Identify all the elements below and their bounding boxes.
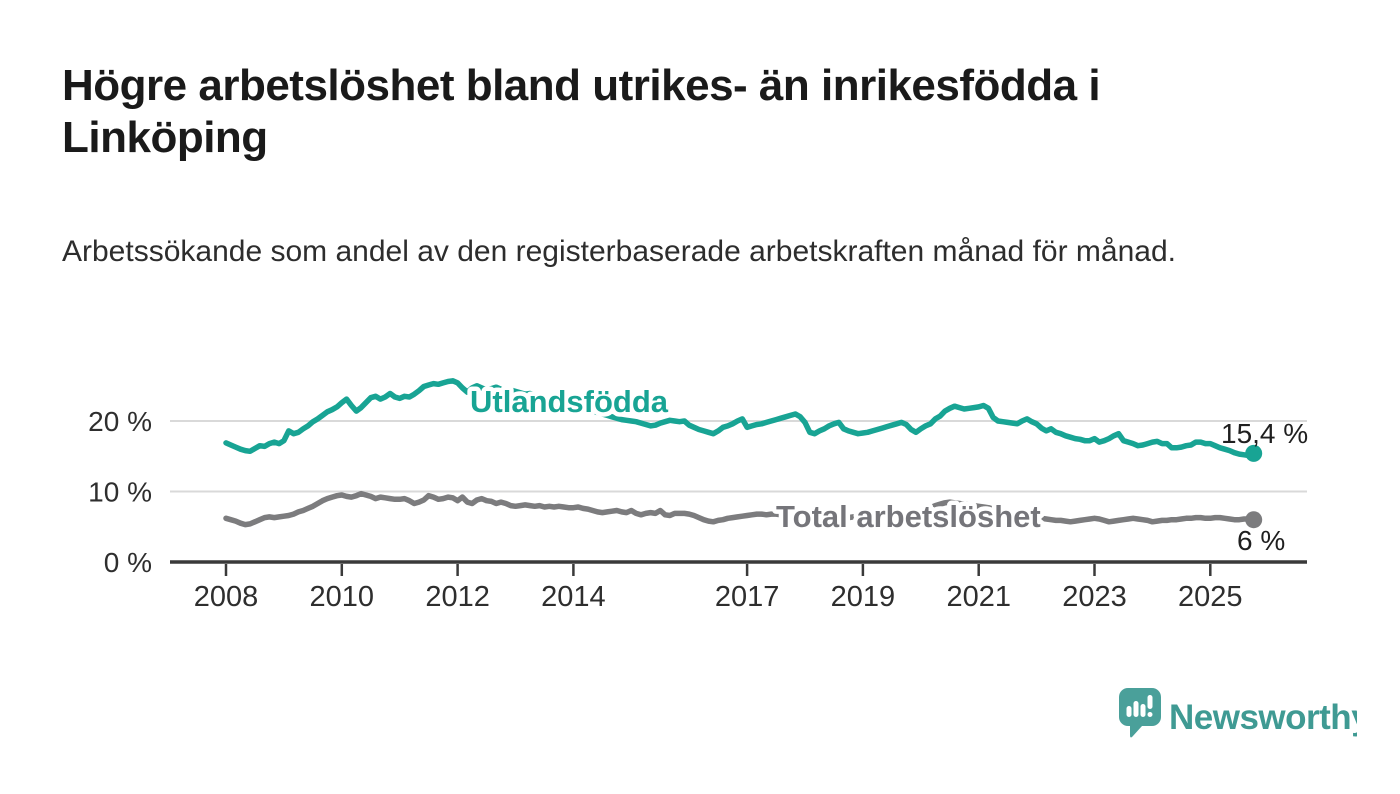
x-axis-tick-label: 2017 <box>715 581 780 613</box>
exclamation-bar <box>1147 695 1153 709</box>
series-line-utlandsfodda <box>223 378 1257 459</box>
newsworthy-brand-text: Newsworthy <box>1169 698 1357 737</box>
bar-2 <box>1133 701 1139 717</box>
newsworthy-logo-icon <box>1119 688 1161 738</box>
chart-subtitle: Arbetssökande som andel av den registerb… <box>62 235 1176 268</box>
gridlines-layer <box>170 420 1307 493</box>
y-axis-label: 10 % <box>88 477 152 508</box>
series-layer <box>223 378 1263 529</box>
axis-layer: 20 % 10 % 0 % 2008 2010 2012 2014 2017 2019 2021 2… <box>88 406 1307 613</box>
series-line-total <box>223 490 1257 528</box>
y-axis-label: 0 % <box>104 547 152 578</box>
chart-title: Högre arbetslöshet bland utrikes- än inr… <box>62 61 1101 162</box>
x-axis-tick-label: 2014 <box>541 581 606 613</box>
series-label-utlandsfodda: Utlandsfödda <box>470 384 669 419</box>
x-axis-tick-label: 2019 <box>831 581 896 613</box>
newsworthy-logo: Newsworthy <box>1119 688 1357 738</box>
x-axis-tick-label: 2025 <box>1178 581 1243 613</box>
series-end-dot-total <box>1245 511 1263 529</box>
series-label-total: Total arbetslöshet <box>776 499 1041 534</box>
x-axis-tick-label: 2012 <box>425 581 490 613</box>
speech-bubble-shape <box>1119 688 1161 738</box>
end-value-label-utlandsfodda: 15,4 % <box>1221 418 1308 449</box>
end-value-label-total: 6 % <box>1237 525 1285 556</box>
x-axis-tick-label: 2008 <box>194 581 259 613</box>
exclamation-dot <box>1147 712 1153 717</box>
x-axis-tick-label: 2010 <box>310 581 375 613</box>
series-end-dot-utlandsfodda <box>1245 444 1263 462</box>
bar-1 <box>1126 706 1132 717</box>
bar-3 <box>1140 704 1146 717</box>
y-axis-label: 20 % <box>88 406 152 437</box>
x-axis-tick-label: 2023 <box>1062 581 1127 613</box>
x-axis-tick-label: 2021 <box>946 581 1011 613</box>
